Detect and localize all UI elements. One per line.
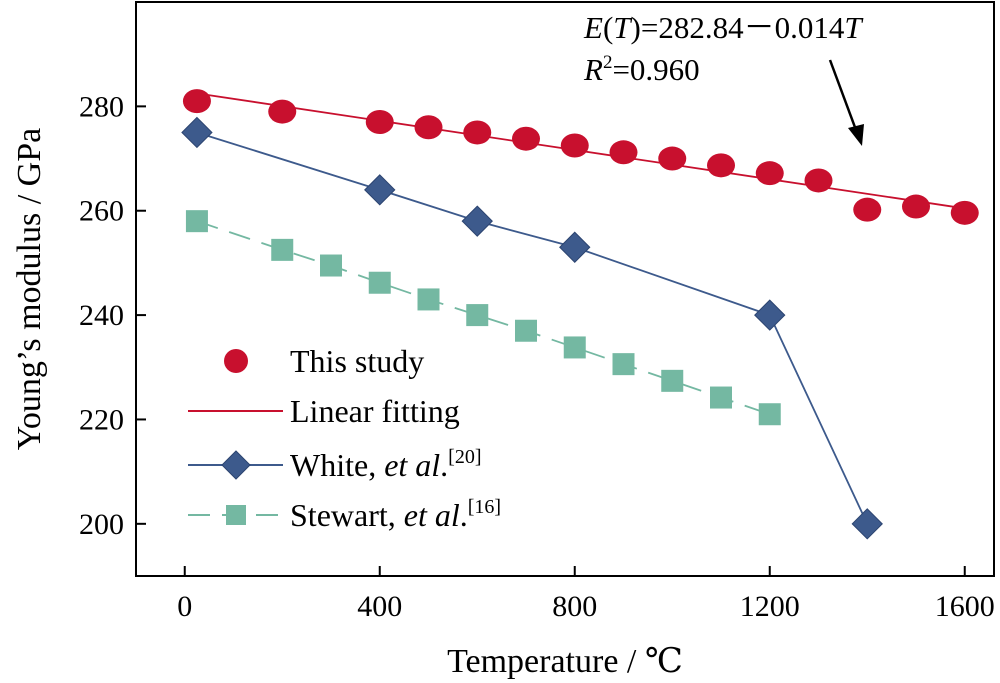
y-tick-label-260: 260 xyxy=(79,195,124,228)
point-white-2 xyxy=(461,205,493,237)
point-this-study-12 xyxy=(853,197,882,222)
point-this-study-7 xyxy=(609,140,638,165)
y-tick-label-280: 280 xyxy=(79,90,124,123)
y-tick-label-240: 240 xyxy=(79,299,124,332)
point-stewart-11 xyxy=(758,403,781,426)
y-tick-label-220: 220 xyxy=(79,403,124,436)
eq-e: E xyxy=(583,10,603,45)
point-this-study-14 xyxy=(950,200,979,225)
point-white-5 xyxy=(851,508,883,540)
point-stewart-10 xyxy=(710,386,732,409)
x-axis-title: Temperature / ℃ xyxy=(447,643,683,680)
point-stewart-3 xyxy=(368,271,391,294)
point-stewart-4 xyxy=(417,288,440,311)
point-this-study-13 xyxy=(902,194,930,219)
point-stewart-0 xyxy=(185,210,208,233)
point-this-study-6 xyxy=(560,133,589,158)
point-this-study-9 xyxy=(707,153,735,178)
r2-exp: 2 xyxy=(603,52,613,73)
r2-value: =0.960 xyxy=(612,52,699,87)
point-stewart-9 xyxy=(661,369,684,392)
eq-open: ( xyxy=(603,10,613,45)
legend-label-white: White, et al.[20] xyxy=(290,446,482,483)
annotation-arrow-head xyxy=(848,124,864,146)
series-line-white xyxy=(196,131,869,525)
point-white-3 xyxy=(559,231,591,263)
point-stewart-6 xyxy=(515,319,537,342)
x-tick-label-1600: 1600 xyxy=(935,590,995,623)
point-this-study-3 xyxy=(414,115,443,140)
r-squared: R2=0.960 xyxy=(583,52,700,87)
y-axis-title: Young’s modulus / GPa xyxy=(11,128,48,450)
eq-t1: T xyxy=(613,10,633,45)
eq-t2: T xyxy=(844,10,864,45)
legend: This study Linear fitting White, et al.[… xyxy=(188,343,501,533)
legend-label-this-study: This study xyxy=(290,343,424,379)
legend-marker-white xyxy=(221,450,251,480)
point-this-study-8 xyxy=(658,146,687,171)
point-this-study-10 xyxy=(755,161,784,186)
fit-equation: E(T)=282.84－0.014T xyxy=(583,10,864,45)
axis-ticks: 0 400 800 1200 1600 200 220 240 260 280 xyxy=(79,90,995,623)
legend-label-linear-fitting: Linear fitting xyxy=(290,393,460,429)
point-stewart-2 xyxy=(320,254,342,277)
x-tick-label-800: 800 xyxy=(552,590,597,623)
point-this-study-1 xyxy=(268,99,297,124)
r2-r: R xyxy=(583,52,603,87)
point-this-study-5 xyxy=(512,126,540,151)
series-layer xyxy=(181,89,979,540)
point-stewart-5 xyxy=(466,304,489,327)
point-white-4 xyxy=(754,299,786,331)
x-tick-label-400: 400 xyxy=(357,590,402,623)
point-this-study-11 xyxy=(804,168,833,193)
y-tick-label-200: 200 xyxy=(79,508,124,541)
legend-marker-this-study xyxy=(224,349,248,373)
point-stewart-7 xyxy=(563,336,586,359)
point-this-study-4 xyxy=(463,120,492,145)
point-stewart-8 xyxy=(612,353,635,376)
point-this-study-0 xyxy=(182,89,211,114)
annotation-arrow-line xyxy=(828,59,858,131)
legend-label-stewart: Stewart, et al.[16] xyxy=(290,496,501,533)
fit-annotation: E(T)=282.84－0.014T R2=0.960 xyxy=(583,10,864,146)
point-stewart-1 xyxy=(271,238,294,261)
x-tick-label-1200: 1200 xyxy=(740,590,800,623)
x-tick-label-0: 0 xyxy=(177,590,192,623)
point-white-1 xyxy=(364,174,396,206)
point-white-0 xyxy=(181,116,213,149)
legend-marker-stewart xyxy=(226,505,246,525)
eq-mid: )=282.84－0.014 xyxy=(631,10,845,45)
plot-frame xyxy=(135,1,995,577)
point-this-study-2 xyxy=(365,110,394,135)
